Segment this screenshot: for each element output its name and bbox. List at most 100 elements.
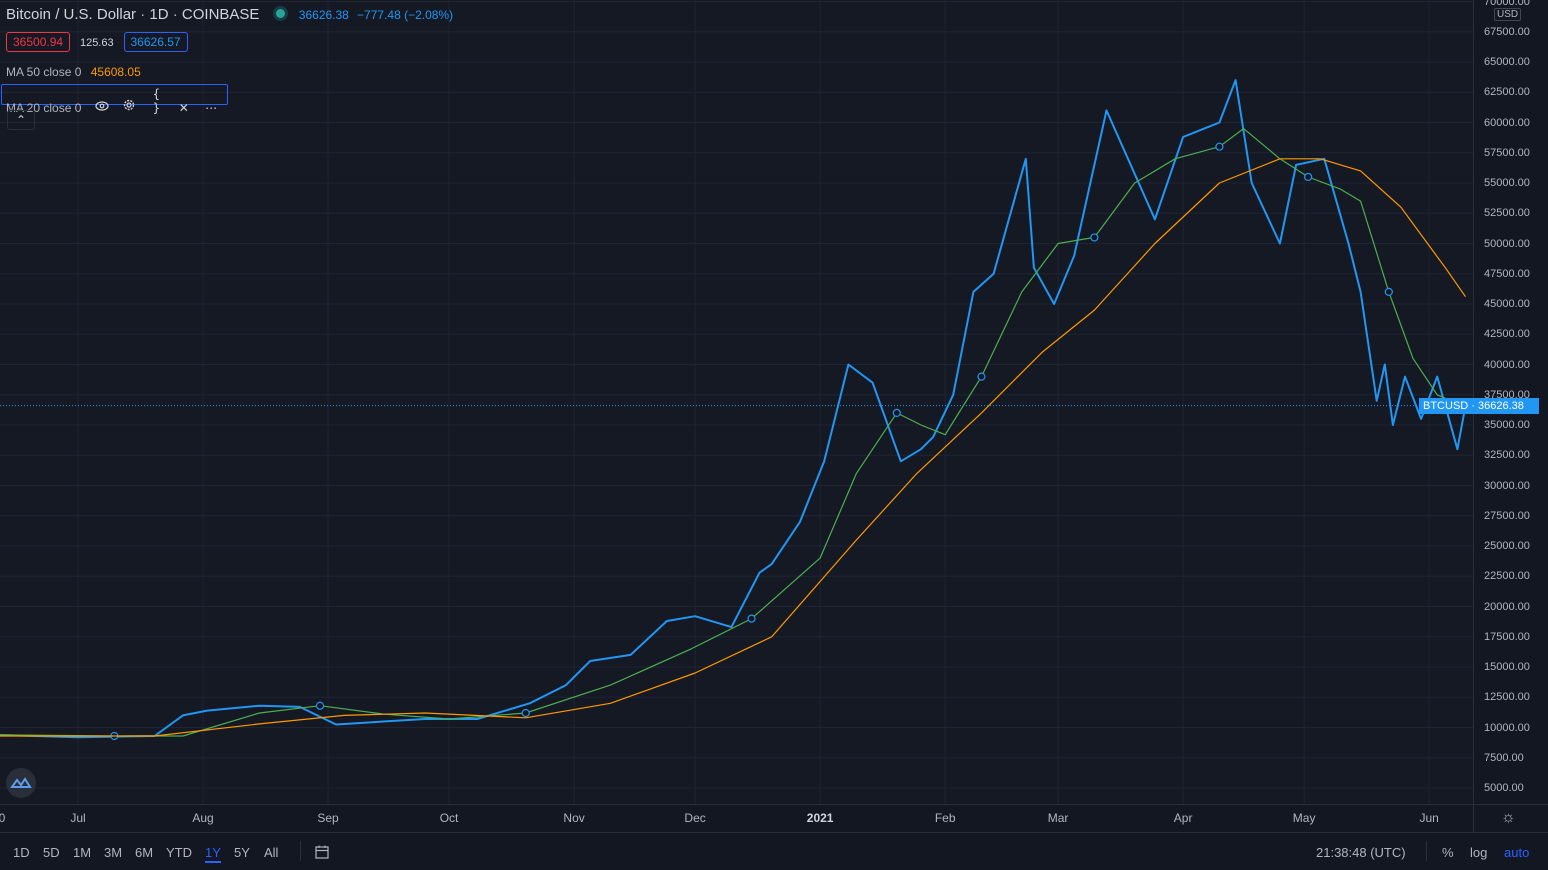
collapse-legend-button[interactable]: ⌃ bbox=[7, 110, 35, 130]
time-tick-label: 0 bbox=[0, 811, 6, 825]
time-tick-label: 2021 bbox=[806, 811, 834, 825]
price-tick-label: 40000.00 bbox=[1484, 358, 1530, 371]
range-button-1y[interactable]: 1Y bbox=[205, 845, 221, 863]
price-tick-label: 7500.00 bbox=[1484, 751, 1524, 764]
range-button-ytd[interactable]: YTD bbox=[166, 845, 192, 860]
ma50-value: 45608.05 bbox=[90, 65, 141, 79]
calendar-icon[interactable] bbox=[314, 844, 330, 860]
price-tick-label: 17500.00 bbox=[1484, 630, 1530, 643]
axis-settings-corner[interactable]: ☼ bbox=[1473, 804, 1548, 832]
price-tick-label: 35000.00 bbox=[1484, 419, 1530, 431]
price-tick-label: 20000.00 bbox=[1484, 600, 1530, 613]
last-price: 36626.38 bbox=[298, 8, 349, 22]
auto-scale-toggle[interactable]: auto bbox=[1504, 845, 1530, 860]
gear-icon[interactable] bbox=[122, 98, 136, 112]
divider bbox=[300, 841, 301, 861]
ma-marker-point bbox=[1384, 287, 1393, 296]
utc-clock[interactable]: 21:38:48 (UTC) bbox=[1316, 845, 1406, 860]
range-button-5d[interactable]: 5D bbox=[43, 845, 60, 860]
price-tick-label: 50000.00 bbox=[1484, 237, 1530, 250]
price-tick-label: 47500.00 bbox=[1484, 267, 1530, 280]
buy-price-button[interactable]: 36626.57 bbox=[123, 32, 188, 52]
time-tick-label: Oct bbox=[439, 811, 459, 825]
ma-marker-point bbox=[977, 372, 986, 381]
range-button-all[interactable]: All bbox=[264, 845, 279, 860]
time-tick-label: Feb bbox=[934, 811, 956, 825]
ma50-legend[interactable]: MA 50 close 0 45608.05 bbox=[6, 65, 141, 79]
percent-scale-toggle[interactable]: % bbox=[1442, 845, 1454, 860]
price-tick-label: 25000.00 bbox=[1484, 540, 1530, 552]
divider bbox=[1426, 841, 1427, 861]
price-tick-label: 70000.00 bbox=[1484, 0, 1530, 8]
price-tick-label: 27500.00 bbox=[1484, 509, 1530, 522]
tradingview-logo-icon[interactable] bbox=[6, 768, 36, 798]
chart-area[interactable] bbox=[0, 0, 1473, 804]
price-tick-label: 67500.00 bbox=[1484, 25, 1530, 38]
spread-value: 125.63 bbox=[79, 37, 114, 49]
ma-marker-point bbox=[892, 408, 901, 417]
range-button-5y[interactable]: 5Y bbox=[234, 845, 250, 860]
price-tick-label: 5000.00 bbox=[1484, 782, 1524, 794]
current-price-label: BTCUSD · 36626.38 bbox=[1419, 397, 1539, 414]
price-tick-label: 22500.00 bbox=[1484, 570, 1530, 583]
time-tick-label: Jul bbox=[70, 811, 86, 825]
ma-marker-point bbox=[521, 708, 530, 718]
ma-marker-point bbox=[747, 614, 756, 623]
price-tick-label: 52500.00 bbox=[1484, 207, 1530, 220]
price-tick-label: 65000.00 bbox=[1484, 56, 1530, 68]
grid-lines bbox=[0, 0, 1473, 804]
symbol-title[interactable]: Bitcoin / U.S. Dollar bbox=[6, 6, 137, 23]
series-line-ma-50 bbox=[0, 158, 1466, 737]
bottom-toolbar: 1D 5D 1M 3M 6M YTD 1Y 5Y All 21:38:48 (UTC) % lo… bbox=[0, 832, 1548, 870]
currency-label[interactable]: USD bbox=[1494, 8, 1522, 21]
ma-marker-point bbox=[1304, 172, 1313, 182]
chevron-up-icon: ⌃ bbox=[15, 113, 27, 127]
log-scale-toggle[interactable]: log bbox=[1470, 845, 1488, 860]
price-tick-label: 60000.00 bbox=[1484, 116, 1530, 129]
series-line-btcusd bbox=[0, 79, 1467, 739]
separator: · bbox=[172, 6, 178, 23]
range-button-3m[interactable]: 3M bbox=[104, 845, 123, 860]
time-tick-label: Apr bbox=[1173, 811, 1193, 825]
range-button-1m[interactable]: 1M bbox=[73, 845, 92, 860]
market-status-icon[interactable] bbox=[275, 9, 285, 18]
ma-marker-point bbox=[315, 701, 325, 710]
price-tick-label: 42500.00 bbox=[1484, 328, 1530, 341]
sell-price-button[interactable]: 36500.94 bbox=[6, 32, 71, 52]
time-tick-label: May bbox=[1292, 811, 1316, 825]
price-chart[interactable] bbox=[0, 0, 1473, 804]
price-tick-label: 32500.00 bbox=[1484, 449, 1530, 462]
price-tick-label: 62500.00 bbox=[1484, 86, 1530, 99]
time-tick-label: Jun bbox=[1419, 811, 1439, 825]
series-line-ma-20 bbox=[0, 128, 1466, 737]
eye-icon[interactable] bbox=[95, 100, 109, 112]
time-tick-label: Nov bbox=[563, 811, 585, 825]
settings-icon[interactable]: ☼ bbox=[1501, 809, 1516, 826]
price-tick-label: 30000.00 bbox=[1484, 479, 1530, 492]
price-change: −777.48 (−2.08%) bbox=[357, 8, 454, 22]
ma-marker-point bbox=[1090, 233, 1099, 242]
range-button-1d[interactable]: 1D bbox=[13, 845, 30, 860]
source-code-icon[interactable]: { } bbox=[152, 87, 161, 115]
interval-label[interactable]: 1D bbox=[149, 6, 169, 23]
price-tick-label: 57500.00 bbox=[1484, 146, 1530, 159]
price-tick-label: 12500.00 bbox=[1484, 691, 1530, 704]
quote-row: 36500.94 125.63 36626.57 bbox=[6, 32, 188, 52]
ma-marker-point bbox=[1215, 142, 1224, 151]
exchange-label: COINBASE bbox=[181, 6, 260, 23]
time-axis[interactable]: 0 Jul Aug Sep Oct Nov Dec 2021 Feb Mar Apr May Jun bbox=[0, 804, 1473, 832]
ma20-legend[interactable]: MA 20 close 0 { } ✕ ⋯ bbox=[1, 84, 228, 115]
range-button-6m[interactable]: 6M bbox=[135, 845, 154, 860]
more-icon[interactable]: ⋯ bbox=[205, 101, 218, 115]
time-tick-label: Sep bbox=[317, 811, 339, 825]
price-tick-label: 55000.00 bbox=[1484, 177, 1530, 189]
price-tick-label: 10000.00 bbox=[1484, 721, 1530, 734]
time-tick-label: Dec bbox=[684, 811, 706, 825]
price-tick-label: 15000.00 bbox=[1484, 661, 1530, 673]
close-icon[interactable]: ✕ bbox=[178, 101, 189, 115]
ma50-label: MA 50 close 0 bbox=[6, 65, 82, 79]
price-tick-label: 45000.00 bbox=[1484, 298, 1530, 310]
ma20-label: MA 20 close 0 bbox=[6, 101, 82, 115]
time-tick-label: Aug bbox=[192, 811, 214, 825]
time-tick-label: Mar bbox=[1047, 811, 1069, 825]
